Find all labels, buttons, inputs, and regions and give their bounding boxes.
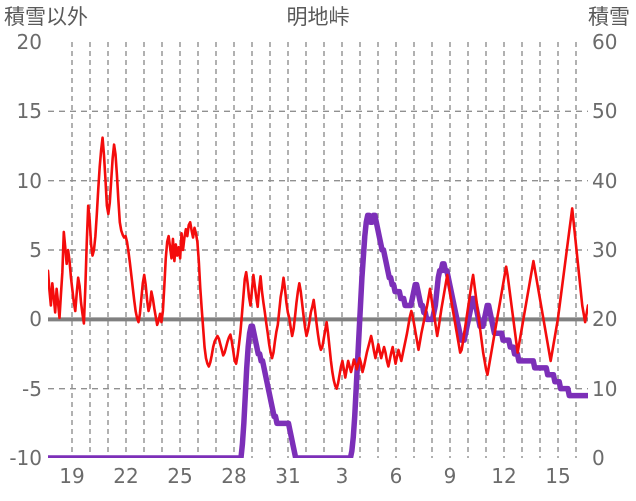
x-axis-tick: 25 <box>167 464 193 488</box>
right-axis-tick: 50 <box>592 99 618 124</box>
left-axis-tick: 20 <box>16 30 42 54</box>
non-snow-line <box>48 136 588 390</box>
plot-area <box>48 42 588 458</box>
x-axis-tick: 15 <box>545 464 571 488</box>
plot-svg <box>48 42 588 458</box>
right-axis-tick: 20 <box>592 307 618 332</box>
x-axis-tick: 3 <box>335 464 349 488</box>
x-axis-tick: 9 <box>443 464 457 488</box>
x-axis-tick: 28 <box>221 464 247 488</box>
right-axis-title: 積雪 <box>588 5 630 29</box>
right-axis-tick: 30 <box>592 238 618 262</box>
left-axis-tick: 5 <box>29 238 42 262</box>
left-axis-tick: 10 <box>16 168 42 193</box>
x-axis-tick: 6 <box>389 464 403 488</box>
horizontal-gridlines <box>48 110 588 390</box>
left-axis-tick: 15 <box>16 99 42 124</box>
right-axis-tick: 60 <box>592 30 618 54</box>
right-axis-tick: 10 <box>592 376 618 401</box>
chart-title: 明地峠 <box>286 5 350 29</box>
right-axis-tick: 40 <box>592 168 618 193</box>
left-axis-tick: -10 <box>9 446 42 470</box>
right-axis-tick: 0 <box>592 446 605 470</box>
x-axis-tick: 19 <box>59 464 85 488</box>
x-axis-tick: 31 <box>275 464 301 488</box>
snow-depth-line <box>48 212 588 458</box>
left-axis-tick: -5 <box>22 376 42 401</box>
left-axis-title: 積雪以外 <box>4 5 88 29</box>
x-axis-tick: 22 <box>113 464 139 488</box>
left-axis-tick: 0 <box>29 307 42 332</box>
x-axis-tick: 12 <box>491 464 517 488</box>
